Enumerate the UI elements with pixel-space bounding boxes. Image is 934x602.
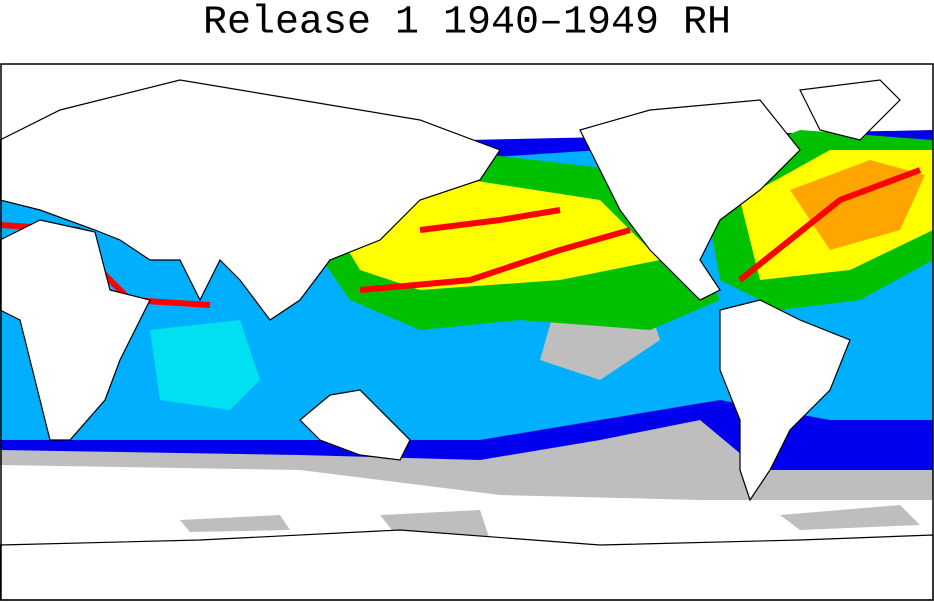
north-america (579, 99, 801, 301)
map-frame (0, 63, 934, 601)
australia (299, 389, 411, 461)
greenland (799, 79, 901, 141)
map-panel (0, 63, 934, 601)
south-america (719, 299, 851, 502)
eurasia (0, 79, 501, 321)
coverage-cyan (150, 320, 260, 410)
map-title: Release 1 1940–1949 RH (203, 1, 731, 46)
africa (0, 219, 151, 441)
